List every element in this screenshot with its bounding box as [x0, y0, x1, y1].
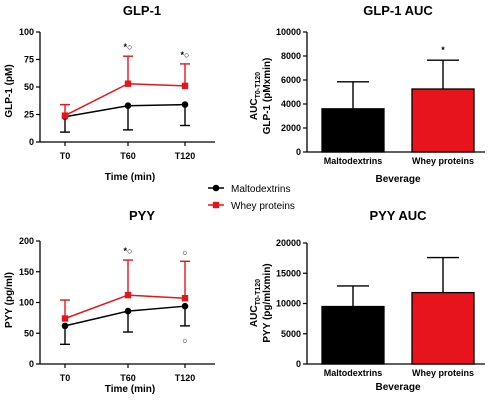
- pyy-auc-y-axis-unit: PYY (pg/mlxmin): [262, 263, 273, 342]
- pyy-outlier-marker: ○: [182, 336, 187, 346]
- pyy-auc-maltodextrins-category-label: Maltodextrins: [324, 368, 383, 378]
- glp1-maltodextrins-point: [181, 101, 189, 108]
- glp1-y-axis-label: GLP-1 (pM): [4, 64, 15, 117]
- glp1-y-tick-label: 50: [24, 82, 34, 92]
- glp1-whey-point: [61, 112, 69, 119]
- glp1-auc-significance-label: *: [441, 45, 445, 55]
- legend: Maltodextrins Whey proteins: [208, 184, 295, 212]
- glp1-auc-maltodextrins-category-label: Maltodextrins: [324, 156, 383, 166]
- pyy-maltodextrins-point: [61, 322, 69, 330]
- pyy-maltodextrins-point: [181, 302, 189, 310]
- glp1-auc-y-tick-label: 2000: [281, 123, 301, 133]
- glp1-significance-label: *○: [181, 50, 190, 60]
- glp1-auc-y-tick-label: 8000: [281, 51, 301, 61]
- glp1-auc-whey-bar: [411, 88, 475, 153]
- glp1-chart-title: GLP-1: [123, 3, 161, 18]
- glp1-x-tick-label: T120: [175, 151, 196, 161]
- pyy-x-axis-label: Time (min): [105, 384, 155, 395]
- glp1-auc-y-tick-label: 0: [296, 147, 301, 157]
- glp1-maltodextrins-point: [124, 102, 132, 109]
- legend-maltodextrins-marker: [212, 184, 220, 192]
- glp1-auc-maltodextrins-bar: [321, 108, 385, 153]
- glp1-auc-whey-category-label: Whey proteins: [412, 156, 474, 166]
- legend-whey-marker: [212, 201, 220, 209]
- pyy-auc-y-label-main: AUC: [249, 305, 260, 327]
- pyy-auc-y-tick-label: 5000: [281, 329, 301, 339]
- glp1-auc-y-tick-label: 4000: [281, 99, 301, 109]
- pyy-auc-y-tick-label: 0: [296, 359, 301, 369]
- pyy-y-tick-label: 100: [19, 298, 34, 308]
- legend-whey-label: Whey proteins: [231, 201, 295, 212]
- pyy-whey-point: [61, 315, 69, 322]
- pyy-y-tick-label: 200: [19, 236, 34, 246]
- pyy-auc-y-tick-label: 10000: [276, 299, 301, 309]
- pyy-y-axis-label: PYY (pg/ml): [4, 272, 15, 328]
- glp1-x-axis-label: Time (min): [105, 172, 155, 183]
- legend-maltodextrins-label: Maltodextrins: [231, 184, 290, 195]
- pyy-significance-label: *○: [124, 246, 133, 256]
- glp1-whey-line: [64, 82, 186, 117]
- glp1-y-tick-label: 0: [29, 137, 34, 147]
- pyy-auc-y-tick-label: 20000: [276, 238, 301, 248]
- glp1-y-tick-label: 100: [19, 27, 34, 37]
- glp1-significance-label: *○: [124, 42, 133, 52]
- pyy-y-tick-label: 0: [29, 359, 34, 369]
- pyy-y-tick-label: 150: [19, 267, 34, 277]
- glp1-auc-y-tick-label: 6000: [281, 75, 301, 85]
- pyy-x-tick-label: T0: [60, 373, 71, 383]
- glp1-x-tick-label: T0: [60, 151, 71, 161]
- pyy-maltodextrins-point: [124, 307, 132, 315]
- pyy-auc-y-tick-label: 15000: [276, 268, 301, 278]
- glp1-y-tick-label: 25: [24, 110, 34, 120]
- glp1-auc-chart-title: GLP-1 AUC: [363, 3, 433, 18]
- pyy-auc-whey-bar: [411, 291, 475, 365]
- glp1-auc-y-axis-unit: GLP-1 (pMxmin): [262, 58, 273, 135]
- pyy-auc-y-label-sub: T0-T120: [255, 279, 262, 306]
- pyy-y-tick-label: 50: [24, 328, 34, 338]
- pyy-auc-whey-category-label: Whey proteins: [412, 368, 474, 378]
- pyy-auc-x-axis-label: Beverage: [375, 382, 420, 393]
- pyy-auc-chart-title: PYY AUC: [369, 208, 427, 223]
- pyy-auc-maltodextrins-bar: [321, 305, 385, 365]
- glp1-auc-y-label-sub: T0-T120: [255, 72, 262, 99]
- glp1-whey-point: [181, 82, 189, 90]
- pyy-x-tick-label: T60: [120, 373, 136, 383]
- pyy-whey-point: [124, 291, 132, 299]
- pyy-auc-y-axis-label: AUCT0-T120: [249, 279, 262, 327]
- glp1-auc-y-label-main: AUC: [249, 98, 260, 120]
- glp1-whey-point: [124, 80, 132, 87]
- glp1-auc-y-tick-label: 10000: [276, 27, 301, 37]
- glp1-x-tick-label: T60: [120, 151, 136, 161]
- pyy-whey-line: [64, 294, 186, 320]
- glp1-auc-y-axis-label: AUCT0-T120: [249, 72, 262, 120]
- pyy-whey-point: [181, 294, 189, 302]
- glp1-auc-x-axis-label: Beverage: [375, 174, 420, 185]
- glp1-y-tick-label: 75: [24, 55, 34, 65]
- pyy-maltodextrins-line: [64, 305, 186, 327]
- pyy-significance-label: ○: [182, 247, 187, 257]
- pyy-x-tick-label: T120: [175, 373, 196, 383]
- pyy-chart-title: PYY: [129, 208, 155, 223]
